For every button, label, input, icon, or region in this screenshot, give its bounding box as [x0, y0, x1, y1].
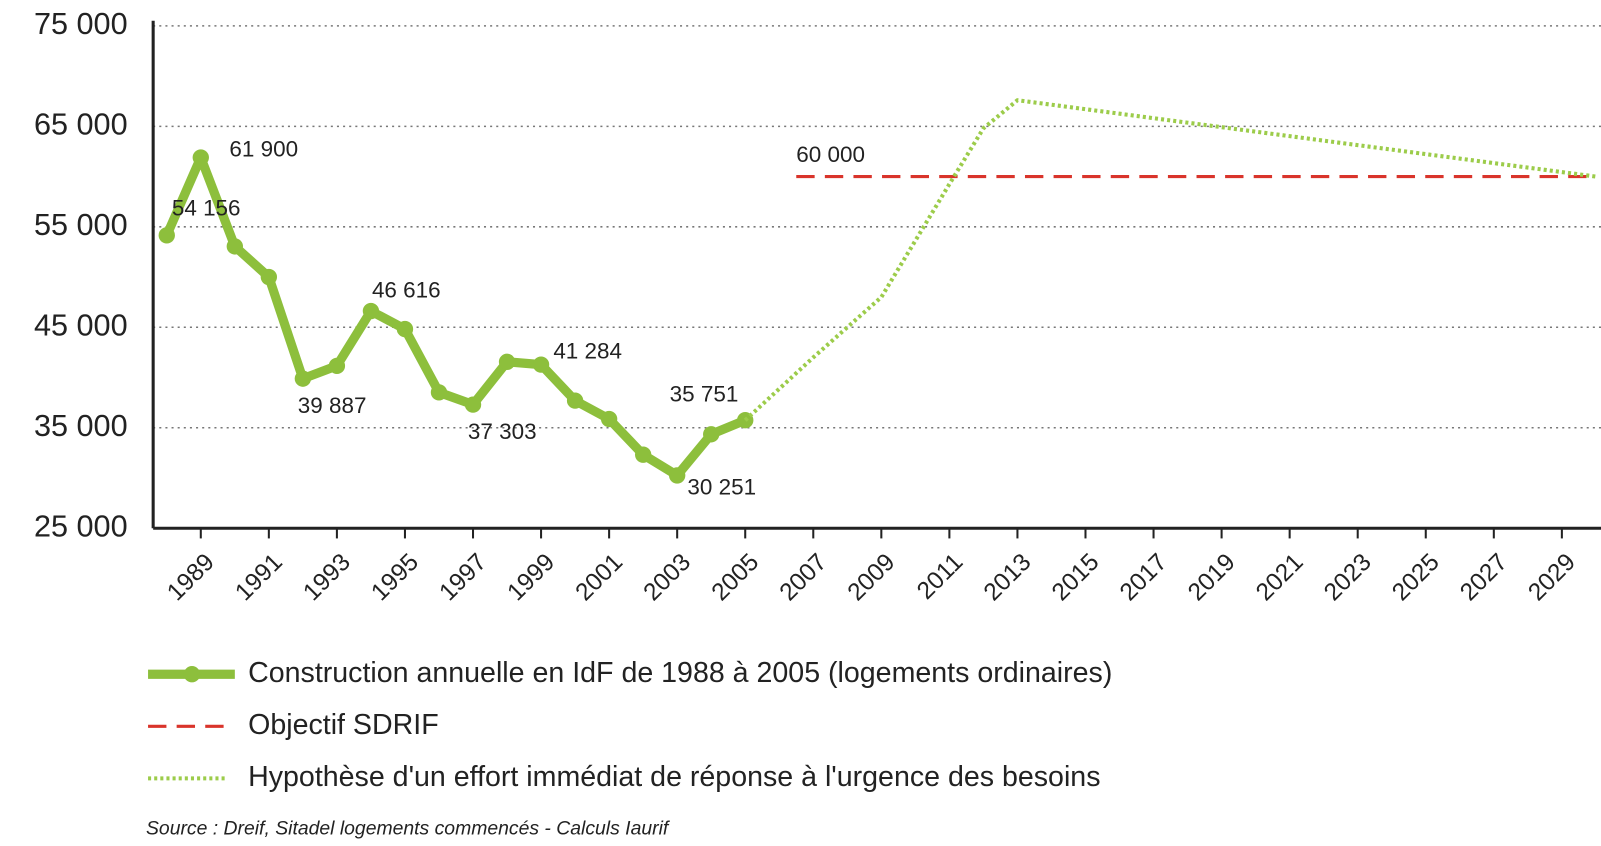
data-point [362, 302, 380, 320]
y-tick-label: 45 000 [34, 308, 128, 342]
data-point [328, 357, 346, 375]
data-label: 41 284 [553, 338, 622, 363]
data-point [192, 149, 209, 166]
data-point [464, 396, 482, 413]
x-tick-label: 2029 [1523, 549, 1581, 607]
x-tick-label: 1991 [230, 549, 288, 607]
data-point [634, 446, 652, 463]
data-label: 37 303 [468, 419, 537, 444]
x-tick-label: 2005 [707, 549, 765, 607]
x-tick-label: 2023 [1319, 549, 1377, 607]
data-point [566, 392, 584, 409]
legend-label: Construction annuelle en IdF de 1988 à 2… [248, 657, 1112, 689]
x-tick-label: 1989 [162, 549, 220, 607]
x-tick-label: 2025 [1387, 549, 1445, 607]
x-tick-label: 1993 [298, 549, 356, 607]
series-line [162, 152, 747, 481]
x-tick-label: 2003 [639, 549, 697, 607]
x-tick-label: 2017 [1115, 549, 1173, 607]
data-point [158, 227, 175, 244]
x-tick-label: 2015 [1047, 549, 1105, 607]
data-label: 35 751 [670, 382, 739, 407]
legend-marker [183, 666, 201, 683]
x-tick-label: 2013 [979, 549, 1037, 607]
data-point [430, 384, 448, 401]
data-label: 30 251 [687, 475, 756, 500]
data-point [396, 320, 414, 338]
x-tick-label: 2027 [1455, 549, 1513, 607]
legend-label: Hypothèse d'un effort immédiat de répons… [248, 761, 1100, 793]
y-tick-label: 75 000 [34, 7, 128, 41]
x-tick-label: 1997 [434, 549, 492, 607]
y-tick-label: 55 000 [34, 208, 128, 242]
data-point [703, 426, 720, 443]
data-point [294, 370, 312, 387]
data-point [532, 356, 550, 373]
x-tick-label: 2009 [843, 549, 901, 607]
source-note: Source : Dreif, Sitadel logements commen… [146, 818, 671, 840]
data-label: 61 900 [229, 136, 298, 161]
y-tick-label: 25 000 [34, 509, 128, 543]
data-label: 60 000 [796, 142, 865, 167]
data-point [498, 353, 516, 371]
data-point [260, 268, 278, 286]
x-tick-label: 2007 [775, 549, 833, 607]
data-label: 46 616 [372, 278, 441, 303]
data-point [226, 238, 243, 255]
x-tick-label: 2021 [1251, 549, 1309, 607]
y-tick-label: 35 000 [34, 409, 128, 443]
x-tick-label: 1999 [502, 549, 560, 607]
x-tick-label: 2001 [571, 549, 629, 607]
data-point [669, 467, 686, 484]
data-label: 54 156 [172, 196, 241, 221]
y-tick-label: 65 000 [34, 107, 128, 141]
x-tick-label: 2011 [912, 549, 968, 605]
data-label: 39 887 [298, 393, 367, 418]
x-tick-label: 2019 [1183, 549, 1241, 607]
series-line [743, 98, 1597, 422]
x-tick-label: 1995 [366, 549, 424, 607]
legend-label: Objectif SDRIF [248, 709, 439, 741]
data-point [600, 410, 618, 428]
